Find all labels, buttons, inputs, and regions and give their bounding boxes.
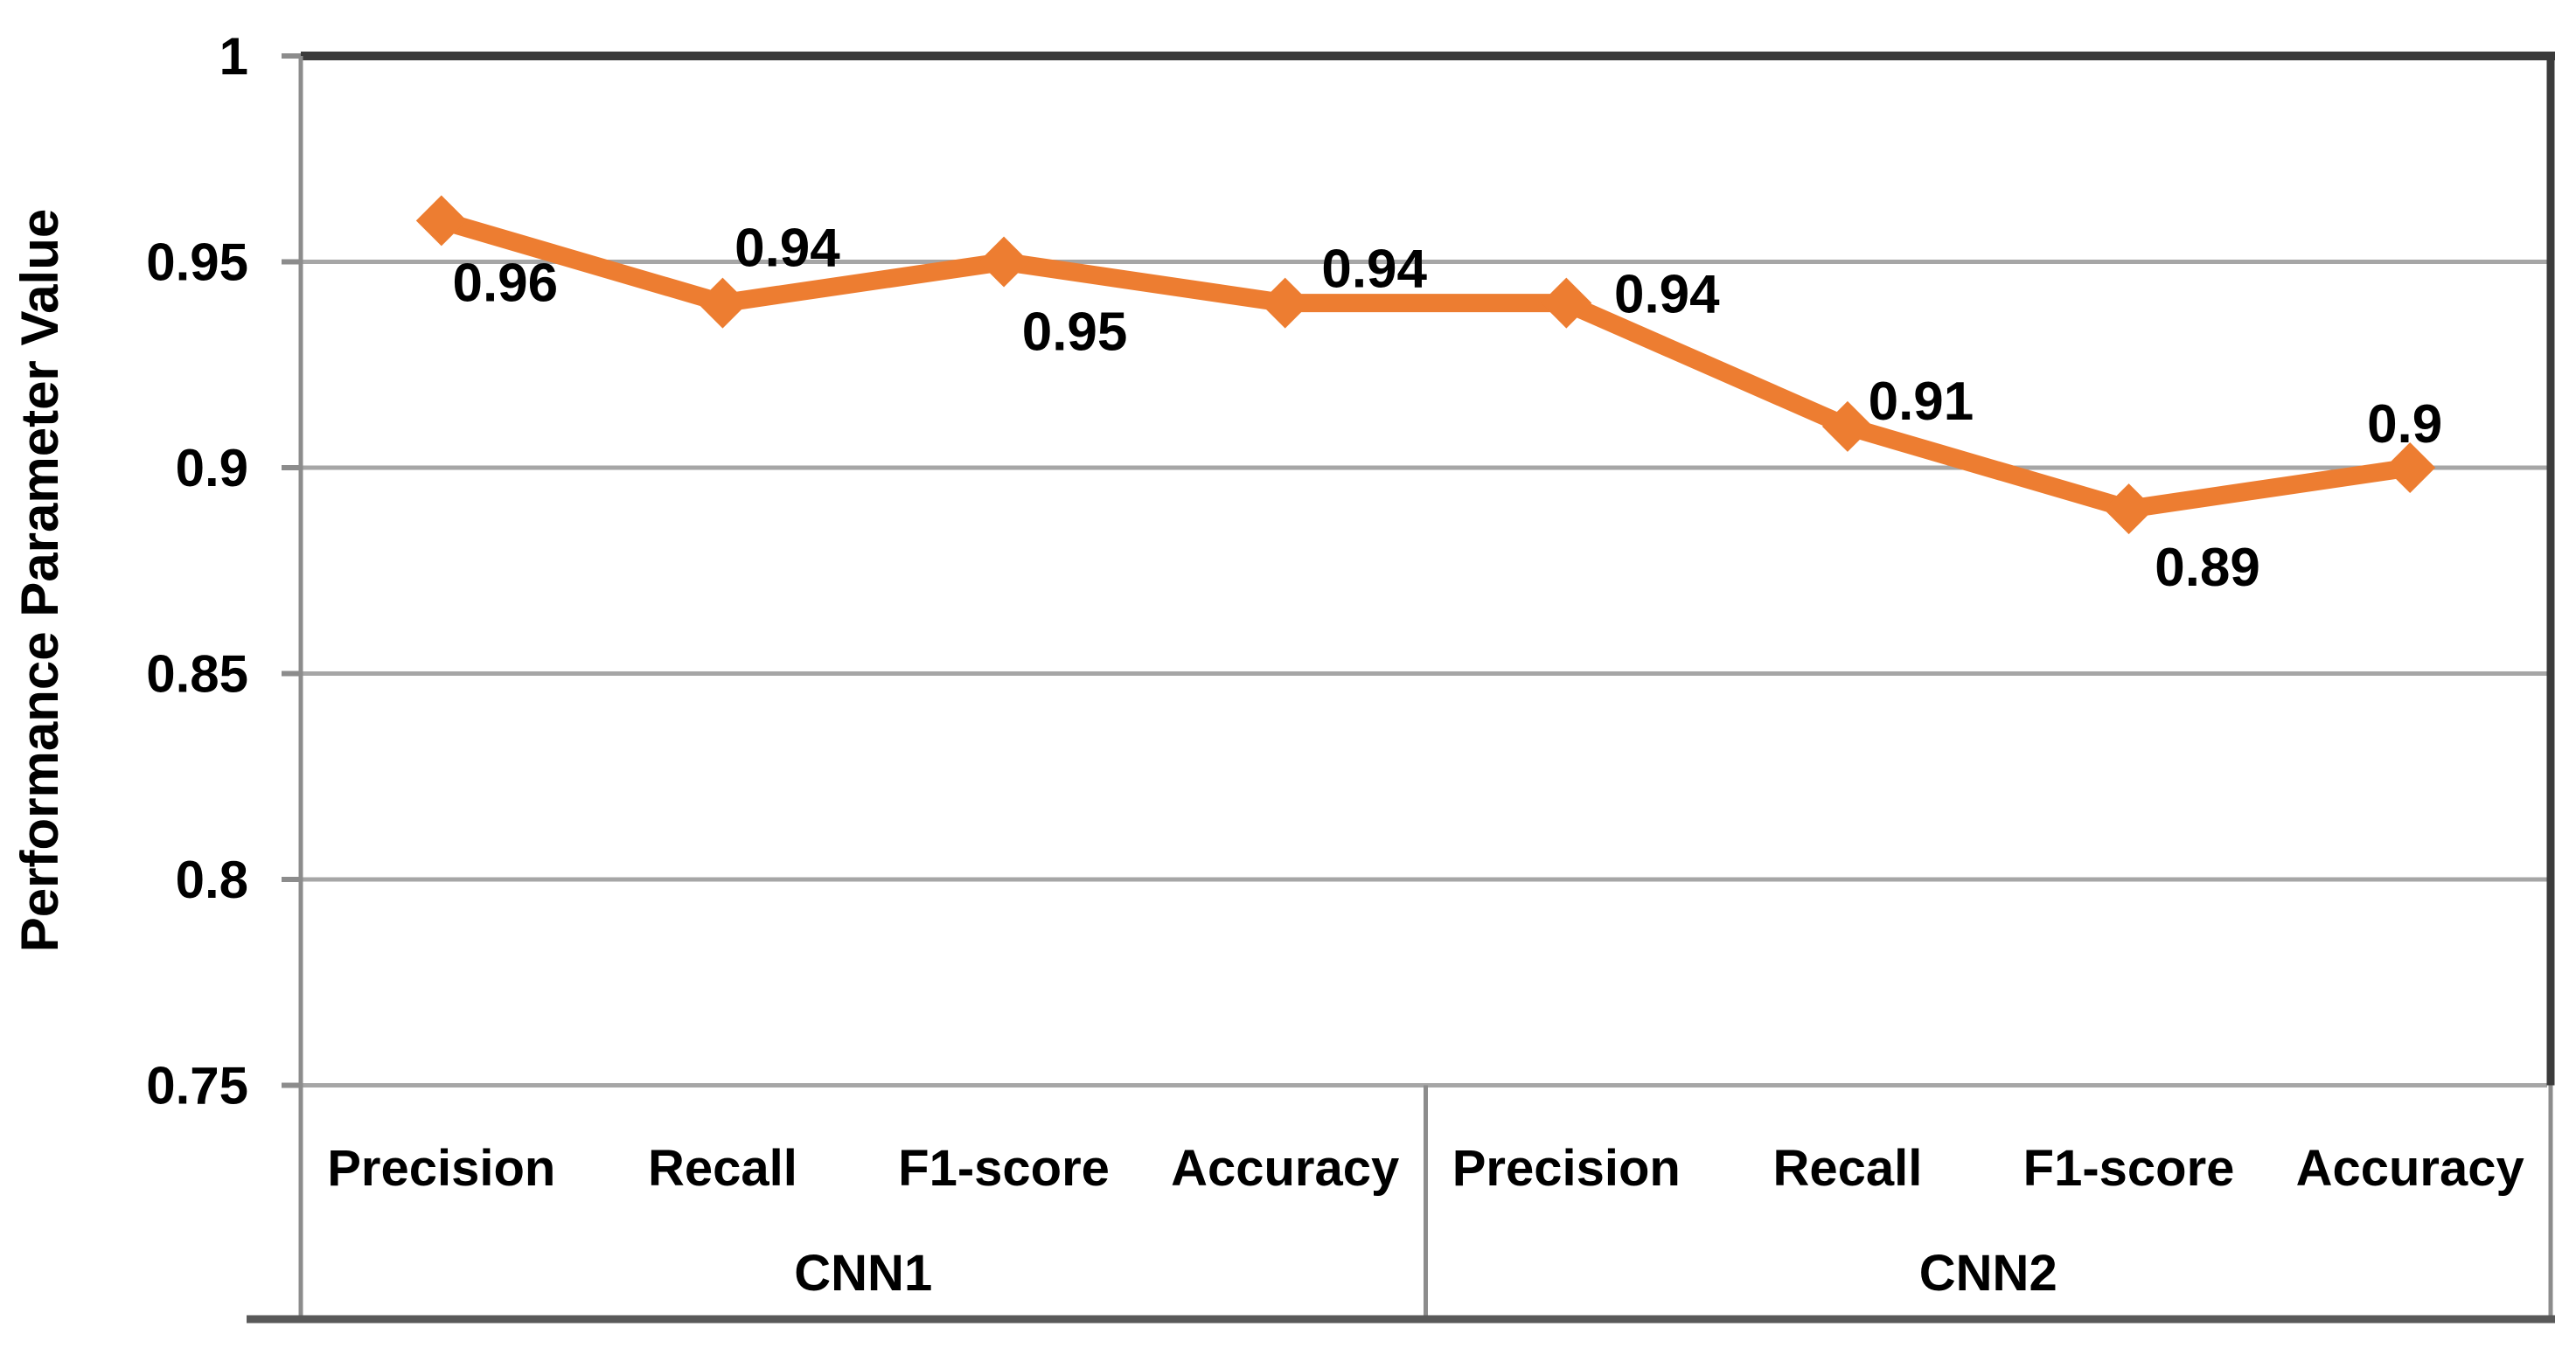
data-point-marker (1821, 400, 1873, 452)
x-group-label: CNN2 (1919, 1245, 2057, 1302)
data-label: 0.94 (1614, 265, 1720, 325)
y-tick-label: 0.95 (146, 233, 248, 292)
y-tick-label: 0.9 (176, 439, 248, 497)
data-point-marker (1259, 277, 1311, 329)
data-point-marker (1541, 277, 1592, 329)
x-category-label: Recall (1772, 1140, 1922, 1197)
data-label: 0.95 (1022, 302, 1128, 363)
x-category-label: Precision (1452, 1140, 1681, 1197)
x-category-label: F1-score (2023, 1140, 2235, 1197)
x-category-label: Accuracy (2296, 1140, 2524, 1197)
y-axis-title: Performance Parameter Value (10, 209, 69, 952)
data-point-marker (415, 195, 467, 247)
x-category-label: F1-score (898, 1140, 1110, 1197)
data-point-marker (978, 236, 1030, 288)
x-group-label: CNN1 (794, 1245, 932, 1302)
data-label: 0.89 (2155, 538, 2260, 598)
data-label: 0.9 (2367, 394, 2442, 455)
data-label: 0.96 (452, 253, 558, 313)
y-tick-label: 0.85 (146, 645, 248, 704)
y-tick-label: 0.75 (146, 1057, 248, 1115)
data-point-marker (697, 277, 748, 329)
data-label: 0.91 (1869, 372, 1974, 432)
data-point-marker (2385, 442, 2436, 493)
data-label: 0.94 (1321, 240, 1427, 300)
x-category-label: Recall (648, 1140, 797, 1197)
gridlines-layer (301, 260, 2547, 1087)
series-layer (415, 195, 2436, 535)
y-tick-label: 1 (219, 27, 248, 86)
axes-layer (247, 52, 2555, 1324)
data-label: 0.94 (735, 219, 840, 279)
y-tick-label: 0.8 (176, 851, 248, 909)
series-line (438, 212, 2412, 518)
x-category-label: Precision (327, 1140, 555, 1197)
data-labels-layer: 0.96 0.94 0.95 0.94 0.94 0.91 0.89 0.9 (452, 219, 2442, 598)
x-category-label: Accuracy (1171, 1140, 1399, 1197)
data-point-marker (2103, 483, 2155, 535)
axis-labels-layer: 1 0.95 0.9 0.85 0.8 0.75 Precision Recall F1-sco… (146, 27, 2524, 1302)
